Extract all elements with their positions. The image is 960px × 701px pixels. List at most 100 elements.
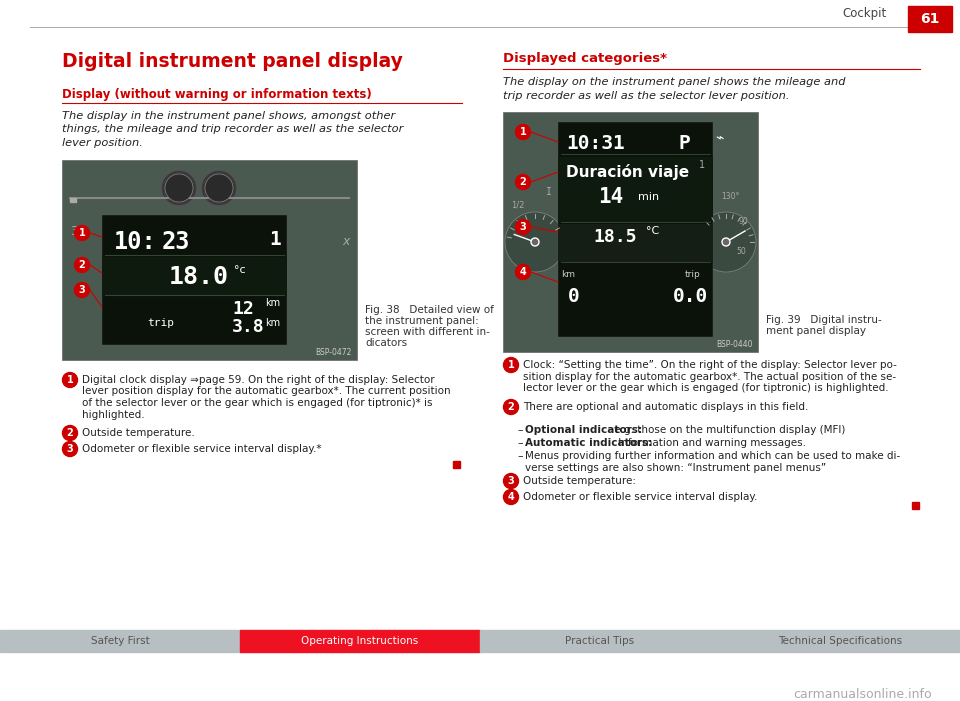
Text: 2: 2	[519, 177, 526, 187]
Text: 0: 0	[568, 287, 580, 306]
Circle shape	[503, 358, 518, 372]
Text: 1: 1	[508, 360, 515, 370]
Circle shape	[503, 400, 518, 414]
Circle shape	[503, 473, 518, 489]
Bar	[102, 215, 287, 345]
Bar	[102, 257, 287, 295]
Text: °C: °C	[646, 226, 660, 236]
Text: BSP-0440: BSP-0440	[716, 340, 753, 349]
Circle shape	[531, 238, 539, 246]
Bar	[912, 502, 919, 509]
Text: lector lever or the gear which is engaged (for tiptronic) is highlighted.: lector lever or the gear which is engage…	[523, 383, 889, 393]
Text: P: P	[678, 134, 689, 153]
Bar	[558, 224, 713, 262]
Text: Clock: “Setting the time”. On the right of the display: Selector lever po-: Clock: “Setting the time”. On the right …	[523, 360, 897, 370]
Text: Odometer or flexible service interval display.*: Odometer or flexible service interval di…	[82, 444, 322, 454]
Text: I: I	[546, 187, 552, 197]
Text: 3: 3	[519, 222, 526, 232]
Text: 90: 90	[738, 217, 748, 226]
Circle shape	[75, 226, 89, 240]
Circle shape	[505, 212, 565, 272]
Text: Outside temperature.: Outside temperature.	[82, 428, 195, 438]
Bar	[70, 198, 76, 202]
Text: The display in the instrument panel shows, amongst other: The display in the instrument panel show…	[62, 111, 396, 121]
Text: things, the mileage and trip recorder as well as the selector: things, the mileage and trip recorder as…	[62, 125, 403, 135]
Text: Displayed categories*: Displayed categories*	[503, 52, 667, 65]
Text: 2: 2	[508, 402, 515, 412]
Text: Odometer or flexible service interval display.: Odometer or flexible service interval di…	[523, 492, 757, 502]
Text: 12: 12	[232, 300, 253, 318]
Text: 2: 2	[79, 260, 85, 270]
Circle shape	[62, 426, 78, 440]
Text: km: km	[265, 318, 280, 328]
Bar	[720, 630, 960, 652]
Text: Menus providing further information and which can be used to make di-: Menus providing further information and …	[525, 451, 900, 461]
Circle shape	[62, 372, 78, 388]
Text: 1: 1	[66, 375, 73, 385]
Text: 4: 4	[508, 492, 515, 502]
Text: Fig. 38   Detailed view of: Fig. 38 Detailed view of	[365, 305, 493, 315]
Text: Display (without warning or information texts): Display (without warning or information …	[62, 88, 372, 101]
Text: 2: 2	[66, 428, 73, 438]
Bar	[0, 630, 240, 652]
Text: 10:: 10:	[114, 230, 156, 254]
Text: lever position display for the automatic gearbox*. The current position: lever position display for the automatic…	[82, 386, 450, 397]
Circle shape	[503, 489, 518, 505]
Circle shape	[205, 174, 233, 202]
Text: 4: 4	[519, 267, 526, 277]
Text: km: km	[265, 298, 280, 308]
Circle shape	[201, 170, 237, 206]
Text: 50: 50	[736, 247, 746, 256]
Text: 1: 1	[79, 228, 85, 238]
Text: ⌁: ⌁	[715, 130, 724, 144]
Text: of the selector lever or the gear which is engaged (for tiptronic)* is: of the selector lever or the gear which …	[82, 398, 433, 408]
Text: 3: 3	[508, 476, 515, 486]
Text: 3: 3	[79, 285, 85, 295]
Circle shape	[516, 175, 531, 189]
Bar	[503, 112, 758, 352]
Circle shape	[696, 212, 756, 272]
Circle shape	[75, 257, 89, 273]
Bar	[908, 6, 952, 32]
Text: Information and warning messages.: Information and warning messages.	[615, 438, 806, 448]
Text: Outside temperature:: Outside temperature:	[523, 476, 636, 486]
Text: 1/2: 1/2	[511, 200, 524, 209]
Circle shape	[516, 264, 531, 280]
Text: Operating Instructions: Operating Instructions	[301, 636, 419, 646]
Text: Practical Tips: Practical Tips	[565, 636, 635, 646]
Circle shape	[516, 125, 531, 139]
Bar	[62, 160, 357, 360]
Text: trip: trip	[147, 318, 174, 328]
Text: 18.5: 18.5	[593, 228, 636, 246]
Text: x: x	[342, 235, 349, 248]
Text: BSP-0472: BSP-0472	[316, 348, 352, 357]
Text: 1: 1	[699, 160, 705, 170]
Text: trip: trip	[685, 270, 701, 279]
Text: –: –	[517, 425, 522, 435]
Text: Optional indicators:: Optional indicators:	[525, 425, 642, 435]
Text: min: min	[638, 192, 660, 202]
Text: verse settings are also shown: “Instrument panel menus”: verse settings are also shown: “Instrume…	[525, 463, 827, 473]
Text: 18.0: 18.0	[169, 265, 229, 289]
Bar	[558, 122, 713, 337]
Text: carmanualsonline.info: carmanualsonline.info	[793, 688, 932, 701]
Text: screen with different in-: screen with different in-	[365, 327, 490, 337]
Text: 30: 30	[70, 225, 85, 238]
Text: highlighted.: highlighted.	[82, 409, 145, 419]
Text: The display on the instrument panel shows the mileage and: The display on the instrument panel show…	[503, 77, 846, 87]
Text: e.g. those on the multifunction display (MFI): e.g. those on the multifunction display …	[611, 425, 846, 435]
Bar	[480, 630, 720, 652]
Text: Digital instrument panel display: Digital instrument panel display	[62, 52, 403, 71]
Circle shape	[165, 174, 193, 202]
Text: 23: 23	[162, 230, 190, 254]
Text: trip recorder as well as the selector lever position.: trip recorder as well as the selector le…	[503, 91, 789, 101]
Text: Digital clock display ⇒page 59. On the right of the display: Selector: Digital clock display ⇒page 59. On the r…	[82, 375, 435, 385]
Text: Cockpit: Cockpit	[842, 8, 886, 20]
Text: 3: 3	[66, 444, 73, 454]
Circle shape	[75, 283, 89, 297]
Bar	[240, 630, 480, 652]
Text: °c: °c	[234, 265, 246, 275]
Text: There are optional and automatic displays in this field.: There are optional and automatic display…	[523, 402, 808, 412]
Text: 3.8: 3.8	[232, 318, 265, 336]
Text: 1: 1	[519, 127, 526, 137]
